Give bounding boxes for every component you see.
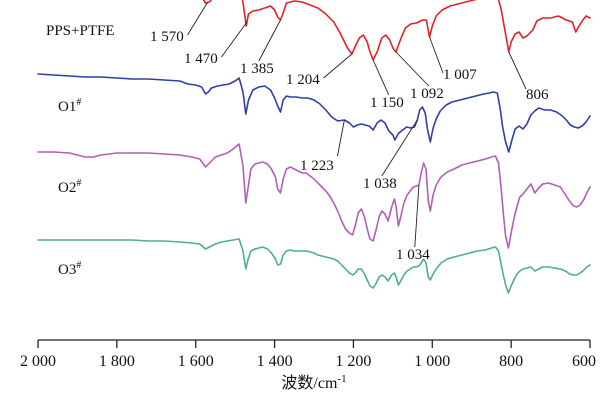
- peak-label: 1 470: [184, 51, 218, 67]
- x-tick-label: 800: [499, 353, 523, 370]
- x-axis-label: 波数/cm-1: [281, 373, 346, 392]
- series-line-o1: [37, 73, 591, 153]
- x-tick-label: 1 400: [257, 353, 293, 370]
- x-tick-label: 1 800: [99, 353, 135, 370]
- series-label-o3: O3#: [58, 260, 81, 278]
- series-label-pps-ptfe: PPS+PTFE: [46, 23, 115, 39]
- peak-label: 806: [526, 87, 549, 103]
- annotation-leader: [395, 51, 430, 87]
- series-line-pps-ptfe: [202, 0, 591, 61]
- annotation-leader: [187, 2, 208, 36]
- annotation-leader: [429, 36, 444, 74]
- annotation-leader: [372, 59, 390, 96]
- peak-label: 1 223: [300, 158, 334, 174]
- x-tick-label: 2 000: [20, 353, 56, 370]
- series-line-o2: [37, 143, 591, 249]
- annotation-leader: [337, 119, 345, 157]
- series-labels: PPS+PTFE O1# O2# O3#: [46, 23, 115, 278]
- peak-label: 1 007: [443, 67, 477, 83]
- annotation-leader: [221, 21, 248, 58]
- x-axis-ticks: 2 000 1 800 1 600 1 400 1 200 1 000 800 600: [20, 340, 596, 370]
- peak-label: 1 092: [410, 86, 444, 102]
- x-tick-label: 1 600: [178, 353, 214, 370]
- peak-label: 1 038: [363, 176, 397, 192]
- peak-label: 1 385: [240, 61, 274, 77]
- series-label-o1: O1#: [58, 97, 81, 115]
- x-tick-label: 600: [572, 353, 596, 370]
- annotation-leader: [414, 184, 420, 248]
- annotation-leader: [323, 53, 353, 79]
- peak-label: 1 204: [286, 72, 320, 88]
- series-line-o3: [37, 238, 591, 294]
- spectra-group: [37, 0, 591, 294]
- peak-label: 1 034: [396, 247, 430, 263]
- annotation-leader: [508, 51, 527, 90]
- x-tick-label: 1 000: [414, 353, 450, 370]
- annotation-leader: [258, 19, 281, 62]
- series-label-o2: O2#: [58, 178, 81, 196]
- peak-label: 1 150: [370, 95, 404, 111]
- x-tick-label: 1 200: [335, 353, 371, 370]
- annotation-leader: [381, 119, 418, 177]
- peak-label: 1 570: [150, 29, 184, 45]
